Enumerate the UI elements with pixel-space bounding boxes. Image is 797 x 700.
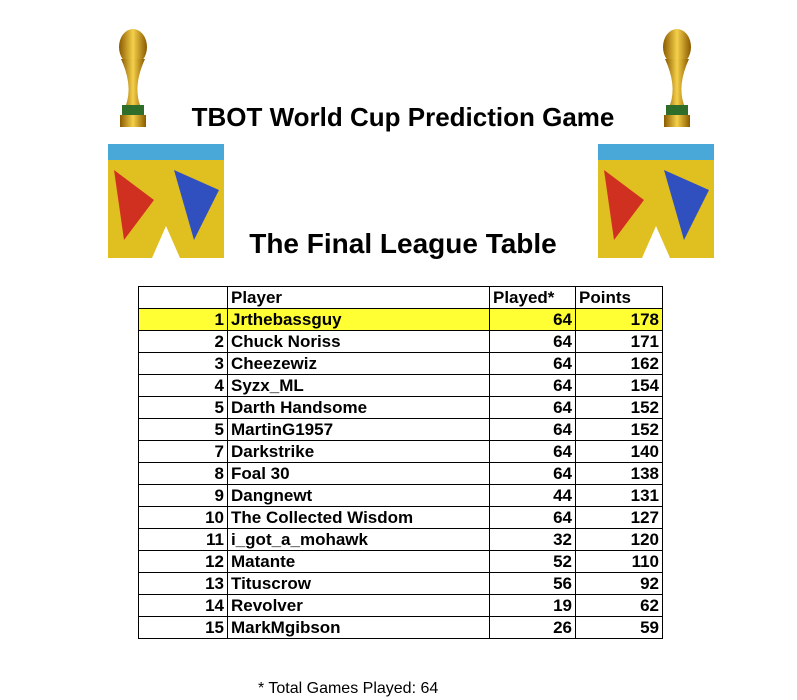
table-cell: 11 [138, 528, 228, 551]
table-cell: 154 [575, 374, 663, 397]
table-cell: 127 [575, 506, 663, 529]
table-cell: 10 [138, 506, 228, 529]
table-row: 3 Cheezewiz 64 162 [138, 352, 663, 375]
table-cell: 120 [575, 528, 663, 551]
boxers-left [108, 144, 224, 258]
table-row: 13 Tituscrow 56 92 [138, 572, 663, 595]
table-cell: 5 [138, 396, 228, 419]
table-cell: 52 [489, 550, 576, 573]
header-cell: Played* [489, 286, 576, 309]
table-cell: Matante [227, 550, 490, 573]
table-cell: 15 [138, 616, 228, 639]
table-row: 5 Darth Handsome 64 152 [138, 396, 663, 419]
table-cell: Darth Handsome [227, 396, 490, 419]
table-cell: 92 [575, 572, 663, 595]
footnote: * Total Games Played: 64 [258, 680, 439, 697]
league-table: Player Played* Points 1 Jrthebassguy 64 178 2 Ch… [138, 286, 663, 639]
table-cell: Chuck Noriss [227, 330, 490, 353]
table-cell: 64 [489, 396, 576, 419]
table-cell: 64 [489, 462, 576, 485]
table-cell: 138 [575, 462, 663, 485]
table-cell: 140 [575, 440, 663, 463]
table-cell: 32 [489, 528, 576, 551]
table-cell: 13 [138, 572, 228, 595]
table-row: 10 The Collected Wisdom 64 127 [138, 506, 663, 529]
trophy-right [663, 29, 691, 127]
table-cell: MartinG1957 [227, 418, 490, 441]
trophy-left [119, 29, 147, 127]
subtitle: The Final League Table [249, 228, 557, 259]
table-cell: Tituscrow [227, 572, 490, 595]
table-cell: i_got_a_mohawk [227, 528, 490, 551]
table-row: 7 Darkstrike 64 140 [138, 440, 663, 463]
table-row: 11 i_got_a_mohawk 32 120 [138, 528, 663, 551]
table-cell: Jrthebassguy [227, 308, 490, 331]
table-cell: 59 [575, 616, 663, 639]
table-cell: 9 [138, 484, 228, 507]
table-cell: 178 [575, 308, 663, 331]
table-cell: 171 [575, 330, 663, 353]
table-row: 14 Revolver 19 62 [138, 594, 663, 617]
table-cell: Cheezewiz [227, 352, 490, 375]
header-cell: Points [575, 286, 663, 309]
table-row: 4 Syzx_ML 64 154 [138, 374, 663, 397]
table-cell: Foal 30 [227, 462, 490, 485]
table-row: 9 Dangnewt 44 131 [138, 484, 663, 507]
table-cell: 14 [138, 594, 228, 617]
header-row: Player Played* Points [138, 286, 663, 309]
header-cell: Player [227, 286, 490, 309]
table-cell: 8 [138, 462, 228, 485]
title: TBOT World Cup Prediction Game [191, 102, 615, 132]
table-cell: 62 [575, 594, 663, 617]
table-cell: 64 [489, 374, 576, 397]
table-cell: Dangnewt [227, 484, 490, 507]
table-cell: 19 [489, 594, 576, 617]
table-cell: Revolver [227, 594, 490, 617]
table-cell: 1 [138, 308, 228, 331]
header-cell [138, 286, 228, 309]
table-cell: 26 [489, 616, 576, 639]
table-cell: MarkMgibson [227, 616, 490, 639]
table-cell: 152 [575, 396, 663, 419]
table-cell: 7 [138, 440, 228, 463]
table-row: 8 Foal 30 64 138 [138, 462, 663, 485]
table-cell: 110 [575, 550, 663, 573]
table-row: 2 Chuck Noriss 64 171 [138, 330, 663, 353]
table-cell: 56 [489, 572, 576, 595]
table-cell: 162 [575, 352, 663, 375]
table-cell: 64 [489, 440, 576, 463]
table-row: 15 MarkMgibson 26 59 [138, 616, 663, 639]
table-cell: Darkstrike [227, 440, 490, 463]
table-cell: 64 [489, 506, 576, 529]
table-cell: 44 [489, 484, 576, 507]
table-cell: 5 [138, 418, 228, 441]
table-cell: 12 [138, 550, 228, 573]
boxers-right [598, 144, 714, 258]
table-cell: 64 [489, 308, 576, 331]
table-row: 5 MartinG1957 64 152 [138, 418, 663, 441]
table-cell: 64 [489, 330, 576, 353]
table-cell: 3 [138, 352, 228, 375]
table-cell: Syzx_ML [227, 374, 490, 397]
table-row: 12 Matante 52 110 [138, 550, 663, 573]
table-cell: 64 [489, 352, 576, 375]
table-cell: 152 [575, 418, 663, 441]
table-cell: 131 [575, 484, 663, 507]
table-cell: 64 [489, 418, 576, 441]
table-row: 1 Jrthebassguy 64 178 [138, 308, 663, 331]
table-cell: 4 [138, 374, 228, 397]
table-cell: The Collected Wisdom [227, 506, 490, 529]
table-cell: 2 [138, 330, 228, 353]
